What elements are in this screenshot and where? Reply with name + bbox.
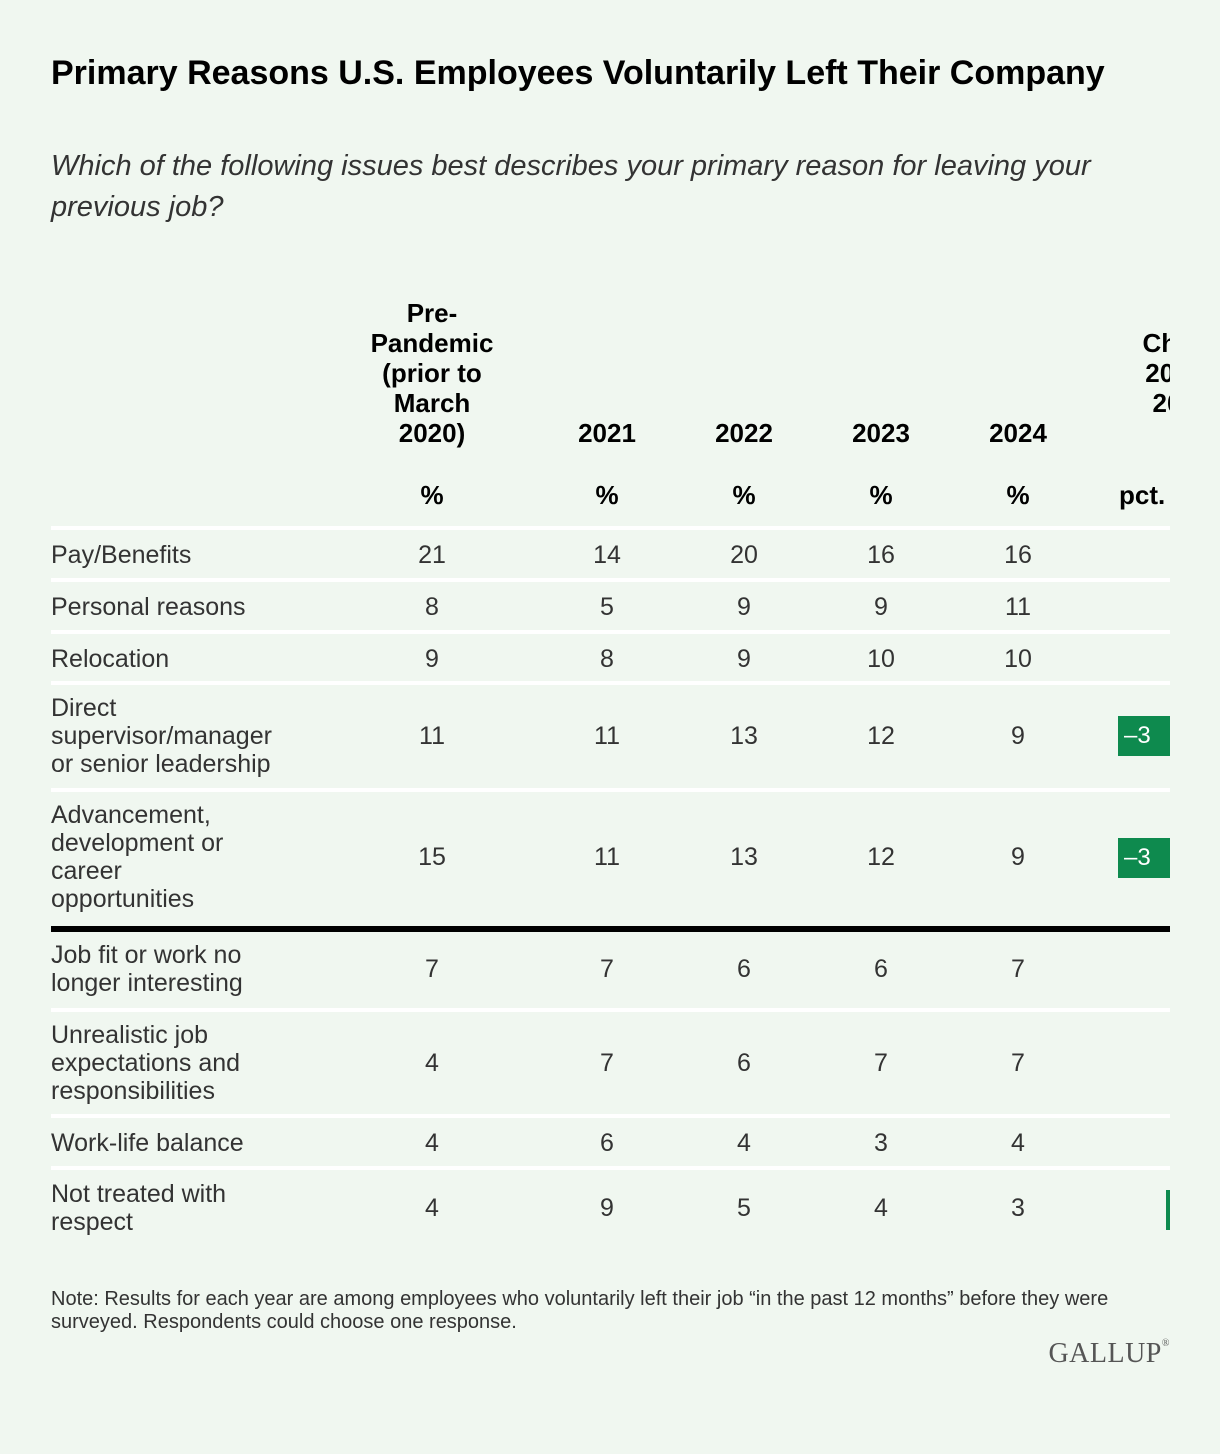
row-label: Work-life balance <box>51 1129 244 1157</box>
unit-2021: % <box>595 480 619 510</box>
col-header-2022: 2022 <box>715 418 773 448</box>
cell: 10 <box>1004 644 1032 673</box>
row-label: Advancement, development or career oppor… <box>51 801 224 913</box>
row-label: Personal reasons <box>51 593 246 621</box>
cell: 7 <box>600 954 614 983</box>
divider <box>51 630 1170 634</box>
cell: 9 <box>600 1193 614 1222</box>
cell: 7 <box>425 954 439 983</box>
divider <box>51 526 1170 530</box>
col-header-2024: 2024 <box>989 418 1047 448</box>
cell: 13 <box>730 721 758 750</box>
table-row: Pay/Benefits 21 14 20 16 16 <box>51 530 1170 580</box>
cell: 9 <box>874 592 888 621</box>
cell: 21 <box>418 540 446 569</box>
table-row: Personal reasons 8 5 9 9 11 <box>51 582 1170 632</box>
data-table: Pre- Pandemic (prior to March 2020) 2021… <box>51 290 1170 1250</box>
change-badge: –3 <box>1118 716 1170 756</box>
cell: 12 <box>867 721 895 750</box>
cell: 11 <box>594 721 620 750</box>
cell: 9 <box>1011 721 1025 750</box>
cell: 4 <box>425 1128 439 1157</box>
table-row: Unrealistic job expectations and respons… <box>51 1012 1170 1114</box>
gallup-logo: GALLUP® <box>1048 1338 1170 1369</box>
col-header-2021: 2021 <box>578 418 636 448</box>
cell: 9 <box>737 644 751 673</box>
row-label: Direct supervisor/manager or senior lead… <box>51 694 272 778</box>
divider <box>51 1114 1170 1118</box>
table-row: Work-life balance 4 6 4 3 4 <box>51 1118 1170 1168</box>
row-label: Job fit or work no longer interesting <box>51 941 243 997</box>
cell: 9 <box>425 644 439 673</box>
row-label: Unrealistic job expectations and respons… <box>51 1021 241 1105</box>
table-row: Direct supervisor/manager or senior lead… <box>51 685 1170 787</box>
divider <box>51 788 1170 792</box>
cell: 6 <box>600 1128 614 1157</box>
unit-2024: % <box>1006 480 1030 510</box>
row-label: Relocation <box>51 645 170 673</box>
cell: 14 <box>593 540 621 569</box>
cell: 10 <box>867 644 895 673</box>
cell: 5 <box>600 592 614 621</box>
cell: 16 <box>867 540 895 569</box>
group-divider <box>51 926 1170 932</box>
unit-2023: % <box>869 480 893 510</box>
cell: 20 <box>730 540 758 569</box>
cell: 6 <box>737 1048 751 1077</box>
divider <box>51 681 1170 685</box>
cell: 7 <box>600 1048 614 1077</box>
change-badge: –3 <box>1118 838 1170 878</box>
cell: 16 <box>1004 540 1032 569</box>
cell: 12 <box>867 842 895 871</box>
divider <box>51 1166 1170 1170</box>
table-row: Relocation 9 8 9 10 10 <box>51 634 1170 684</box>
divider <box>51 578 1170 582</box>
col-header-2023: 2023 <box>852 418 910 448</box>
cell: 5 <box>737 1193 751 1222</box>
col-header-pre-pandemic: Pre- Pandemic (prior to March 2020) <box>370 298 494 448</box>
cell: 4 <box>874 1193 888 1222</box>
footnote: Note: Results for each year are among em… <box>51 1288 1109 1333</box>
cell: 3 <box>1011 1193 1025 1222</box>
cell: 7 <box>1011 1048 1025 1077</box>
cell: 9 <box>737 592 751 621</box>
table-row: Advancement, development or career oppor… <box>51 792 1170 922</box>
cell: 8 <box>600 644 614 673</box>
row-label: Not treated with respect <box>51 1180 227 1236</box>
col-header-change: Cha 202 20 <box>1142 328 1170 418</box>
cell: 4 <box>1011 1128 1025 1157</box>
cell: 11 <box>1005 592 1031 621</box>
cell: 4 <box>425 1193 439 1222</box>
cell: 8 <box>425 592 439 621</box>
table-row: Job fit or work no longer interesting 7 … <box>51 932 1170 1006</box>
cell: 11 <box>594 842 620 871</box>
unit-2022: % <box>732 480 756 510</box>
cell: 13 <box>730 842 758 871</box>
cell: 4 <box>737 1128 751 1157</box>
unit-change: pct. <box>1119 480 1166 510</box>
cell: 6 <box>874 954 888 983</box>
cell: 3 <box>874 1128 888 1157</box>
cell: 9 <box>1011 842 1025 871</box>
chart-title: Primary Reasons U.S. Employees Voluntari… <box>51 54 1105 92</box>
divider <box>51 1008 1170 1012</box>
cell: 7 <box>874 1048 888 1077</box>
cell: 6 <box>737 954 751 983</box>
cell: 4 <box>425 1048 439 1077</box>
change-bar <box>1166 1190 1170 1230</box>
chart-subtitle: Which of the following issues best descr… <box>51 150 1091 223</box>
unit-pre: % <box>420 480 444 510</box>
cell: 11 <box>419 721 445 750</box>
cell: 7 <box>1011 954 1025 983</box>
cell: 15 <box>418 842 446 871</box>
table-row: Not treated with respect 4 9 5 4 3 <box>51 1170 1170 1246</box>
row-label: Pay/Benefits <box>51 541 192 569</box>
